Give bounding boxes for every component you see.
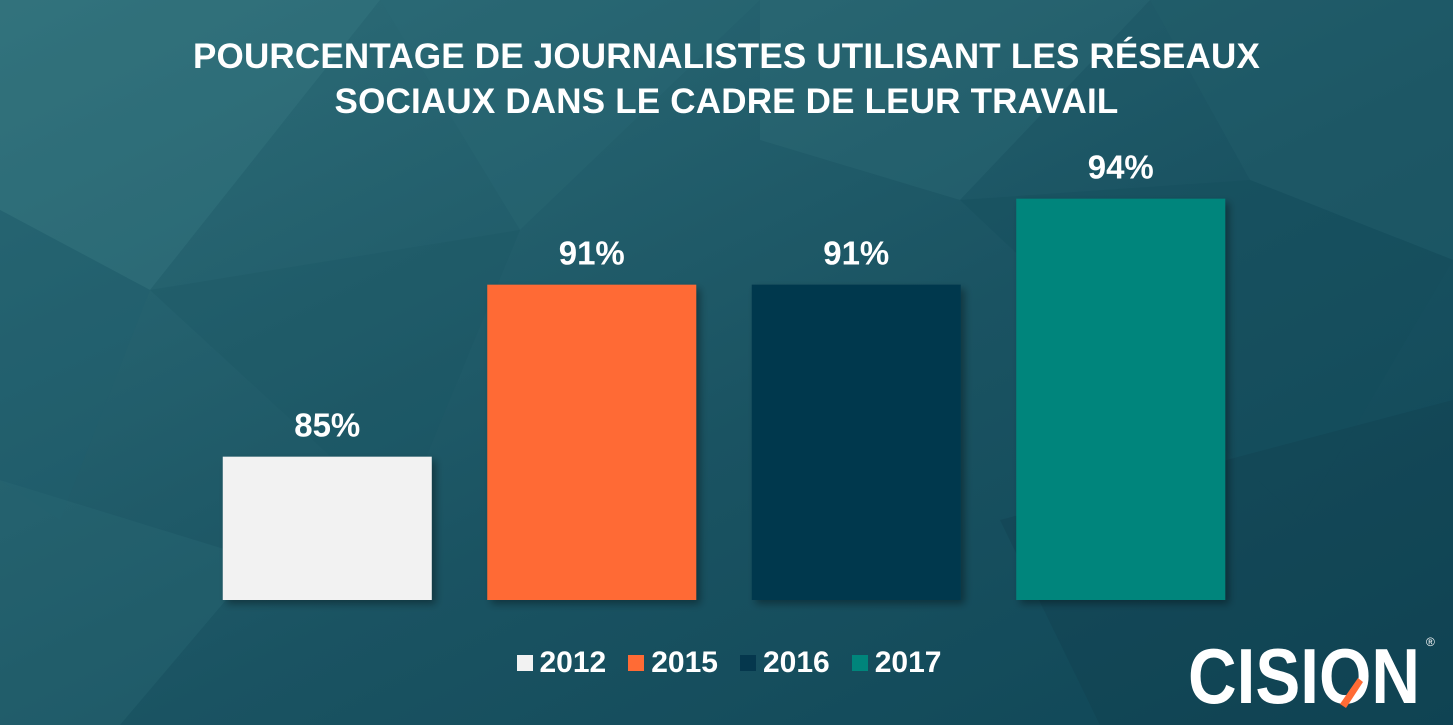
data-label-2016: 91% <box>823 235 889 272</box>
legend-swatch-2012 <box>516 655 533 671</box>
legend-swatch-2016 <box>740 655 756 671</box>
legend-item-2012: 2012 <box>516 646 607 680</box>
data-label-2015: 91% <box>559 235 625 272</box>
legend-item-2015: 2015 <box>628 646 718 680</box>
legend-swatch-2017 <box>851 655 868 671</box>
legend-label-2017: 2017 <box>874 646 942 679</box>
bar-2017 <box>1016 198 1226 600</box>
chart-title: POURCENTAGE DE JOURNALISTES UTILISANT LE… <box>0 34 1453 124</box>
chart-legend: 2012 2015 2016 2017 <box>0 646 1453 680</box>
legend-label-2016: 2016 <box>763 646 830 679</box>
chart-title-line-2: SOCIAUX DANS LE CADRE DE LEUR TRAVAIL <box>334 82 1119 121</box>
bar-2015 <box>487 284 697 600</box>
legend-item-2016: 2016 <box>740 646 830 680</box>
logo-accent-slash <box>1340 678 1363 708</box>
cision-logo: CISION ® <box>1188 632 1435 715</box>
legend-item-2017: 2017 <box>851 646 942 680</box>
data-label-2012: 85% <box>294 407 360 444</box>
data-label-2017: 94% <box>1088 149 1154 186</box>
bar-2016 <box>751 284 961 600</box>
registered-mark: ® <box>1426 635 1435 649</box>
chart-title-line-1: POURCENTAGE DE JOURNALISTES UTILISANT LE… <box>192 37 1261 76</box>
legend-label-2015: 2015 <box>651 646 718 679</box>
legend-swatch-2015 <box>628 655 645 671</box>
legend-label-2012: 2012 <box>539 646 607 679</box>
cision-logo-text: CISION <box>1188 632 1420 715</box>
bar-2012 <box>222 456 432 600</box>
